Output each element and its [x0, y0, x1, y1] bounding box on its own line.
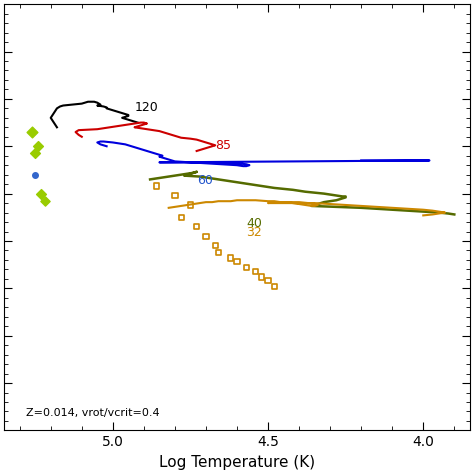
Point — [41, 197, 48, 205]
Point — [252, 267, 259, 275]
Point — [177, 213, 185, 221]
Point — [31, 149, 39, 157]
Point — [243, 264, 250, 271]
Point — [258, 273, 265, 281]
Point — [193, 223, 201, 230]
Point — [37, 190, 45, 197]
Point — [153, 182, 160, 190]
Text: 40: 40 — [246, 217, 262, 230]
Point — [271, 283, 278, 290]
Point — [227, 254, 235, 262]
Text: 60: 60 — [197, 174, 212, 187]
Text: Z=0.014, vrot/vcrit=0.4: Z=0.014, vrot/vcrit=0.4 — [26, 408, 160, 418]
Point — [28, 128, 36, 136]
Point — [35, 143, 42, 150]
Point — [264, 277, 272, 284]
Point — [202, 232, 210, 240]
X-axis label: Log Temperature (K): Log Temperature (K) — [159, 455, 315, 470]
Point — [171, 191, 179, 199]
Point — [31, 171, 39, 178]
Text: 32: 32 — [246, 226, 262, 239]
Point — [215, 248, 222, 256]
Point — [187, 201, 194, 209]
Text: 85: 85 — [215, 139, 231, 152]
Point — [233, 258, 241, 265]
Text: 120: 120 — [135, 101, 158, 114]
Point — [211, 242, 219, 249]
